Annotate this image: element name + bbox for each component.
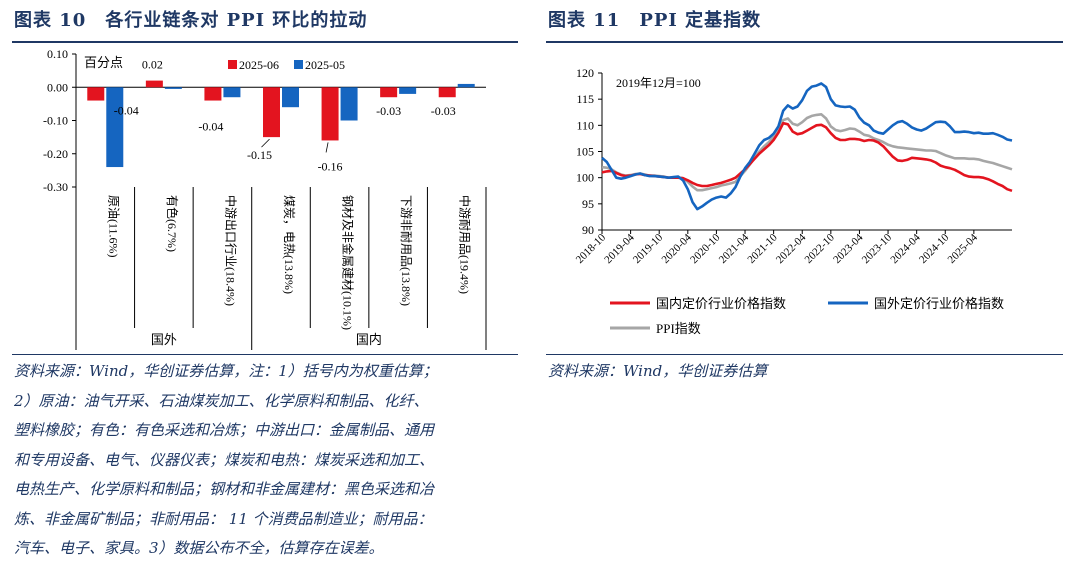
x-tick-label: 2023-04 <box>831 231 866 266</box>
right-title-rule <box>546 41 1063 43</box>
right-panel-title: 图表 11 PPI 定基指数 <box>548 10 762 31</box>
category-label: 有色(6.7%) <box>165 195 179 252</box>
x-tick-label: 2024-04 <box>888 231 923 266</box>
bar-chart: 0.10 0.00 -0.10 -0.20 -0.30 百分点 2025-06 2025-05… <box>43 47 487 350</box>
right-source-note: 资料来源：Wind，华创证券估算 <box>548 362 768 380</box>
legend-swatch <box>228 60 237 69</box>
source-line: 和专用设备、电气、仪器仪表；煤炭和电热：煤炭采选和加工、 <box>14 450 435 469</box>
source-line: 汽车、电子、家具。3）数据公布不全，估算存在误差。 <box>14 539 384 557</box>
left-source-note: 资料来源：Wind，华创证券估算，注：1）括号内为权重估算； 2）原油：油气开采、… <box>14 357 518 564</box>
y-tick-label: 0.10 <box>47 47 68 61</box>
bar-2025-05 <box>164 87 182 89</box>
x-tick-label: 2021-10 <box>745 231 780 266</box>
data-label: -0.03 <box>431 104 456 118</box>
label-leader <box>261 138 270 148</box>
bar-2025-05 <box>457 83 475 88</box>
data-label: -0.16 <box>318 159 343 173</box>
data-label: -0.04 <box>114 104 139 118</box>
group-label: 国内 <box>356 332 382 347</box>
y-tick-label: 115 <box>576 92 594 106</box>
chart-annotation: 2019年12月=100 <box>616 76 701 90</box>
y-tick-label: -0.20 <box>43 147 68 161</box>
x-tick-label: 2022-10 <box>803 231 838 266</box>
source-line: 资料来源：Wind，华创证券估算，注：1）括号内为权重估算； <box>14 362 438 380</box>
bar-2025-06 <box>87 87 105 101</box>
source-line: 电热生产、化学原料和制品；钢材和非金属建材：黑色采选和冶 <box>14 480 435 498</box>
y-tick-label: 105 <box>576 145 594 159</box>
legend-label: PPI指数 <box>656 321 701 336</box>
bar-2025-05 <box>282 87 299 108</box>
category-label: 中游出口行业(18.4%) <box>223 195 238 306</box>
y-tick-label: 0.00 <box>47 80 68 94</box>
category-label: 煤炭，电热(13.8%) <box>282 195 296 294</box>
bar-2025-06 <box>438 87 456 98</box>
legend-label: 国内定价行业价格指数 <box>656 296 786 311</box>
unit-label: 百分点 <box>84 55 123 70</box>
category-label: 中游耐用品(19.4%) <box>458 195 473 294</box>
data-label: 0.02 <box>142 58 163 72</box>
data-label: -0.03 <box>376 104 401 118</box>
left-source-rule <box>12 354 518 355</box>
y-tick-label: 120 <box>576 66 594 80</box>
bar-2025-06 <box>204 87 222 101</box>
bar-2025-06 <box>380 87 398 98</box>
y-tick-label: 95 <box>582 197 594 211</box>
x-tick-label: 2019-04 <box>602 231 637 266</box>
x-tick-label: 2022-04 <box>774 231 809 266</box>
data-label: -0.04 <box>198 120 223 134</box>
series-line-1 <box>601 82 1013 211</box>
legend-label: 2025-06 <box>239 58 279 72</box>
y-tick-label: 100 <box>576 171 594 185</box>
bar-2025-05 <box>399 87 417 94</box>
line-chart: 90951001051101151202018-102019-042019-10… <box>574 66 1013 336</box>
x-tick-label: 2024-10 <box>917 231 952 266</box>
bar-2025-06 <box>321 87 339 141</box>
data-label: -0.15 <box>247 148 272 162</box>
right-source-rule <box>546 354 1063 355</box>
y-tick-label: -0.10 <box>43 114 68 128</box>
bar-2025-06 <box>263 87 280 138</box>
bar-2025-05 <box>223 87 241 98</box>
category-label: 钢材及非金属建材(10.1%) <box>341 195 356 330</box>
x-tick-label: 2019-10 <box>631 231 666 266</box>
left-panel-title: 图表 10 各行业链条对 PPI 环比的拉动 <box>14 10 368 31</box>
x-tick-label: 2020-10 <box>688 231 723 266</box>
y-tick-label: -0.30 <box>43 180 68 194</box>
source-line: 炼、非金属矿制品；非耐用品： 11 个消费品制造业；耐用品： <box>14 509 433 528</box>
legend-label: 国外定价行业价格指数 <box>874 296 1004 311</box>
left-title-rule <box>12 41 518 43</box>
bar-2025-05 <box>340 87 358 121</box>
x-tick-label: 2023-10 <box>860 231 895 266</box>
line-chart-plot: 90951001051101151202018-102019-042019-10… <box>574 66 1013 336</box>
bar-2025-06 <box>145 80 163 88</box>
x-tick-label: 2020-04 <box>660 231 695 266</box>
x-tick-label: 2025-04 <box>946 231 981 266</box>
source-line: 2）原油：油气开采、石油煤炭加工、化学原料和制品、化纤、 <box>14 391 429 410</box>
group-label: 国外 <box>151 332 177 347</box>
legend-swatch <box>294 60 303 69</box>
category-label: 下游非耐用品(13.8%) <box>399 195 413 306</box>
label-leader <box>325 142 329 153</box>
y-tick-label: 110 <box>576 118 594 132</box>
legend-label: 2025-05 <box>305 58 345 72</box>
source-line: 塑料橡胶；有色：有色采选和冶炼；中游出口：金属制品、通用 <box>14 421 435 439</box>
y-tick-label: 90 <box>582 223 594 237</box>
x-tick-label: 2021-04 <box>717 231 752 266</box>
category-label: 原油(11.6%) <box>106 195 120 258</box>
bar-2025-05 <box>106 87 124 168</box>
bar-chart-plot: 0.10 0.00 -0.10 -0.20 -0.30 百分点 2025-06 2025-05… <box>43 47 487 350</box>
